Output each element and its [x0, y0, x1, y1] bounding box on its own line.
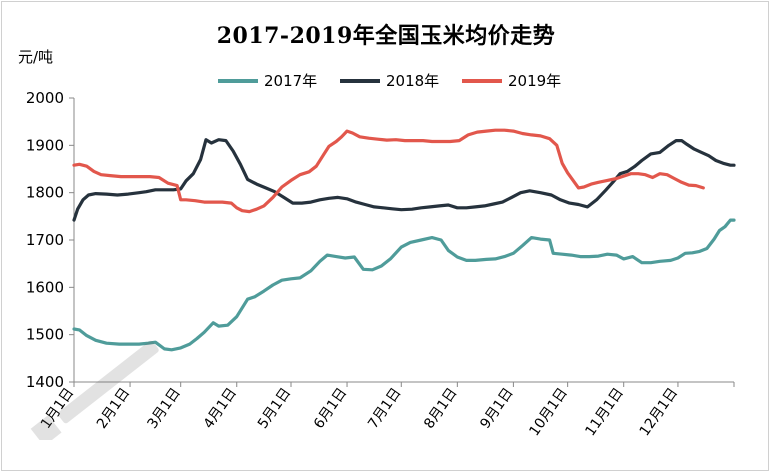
legend-label-2017: 2017年 — [264, 72, 318, 90]
x-tick-label-2: 3月1日 — [145, 385, 184, 432]
x-tick-label-9: 10月1日 — [526, 385, 571, 439]
x-tick-label-10: 11月1日 — [582, 385, 627, 439]
series-line-2017年 — [72, 218, 736, 352]
x-tick-label-8: 9月1日 — [477, 385, 516, 432]
legend-swatch-2018 — [340, 78, 380, 83]
y-tick-label-1900: 1900 — [26, 136, 64, 154]
y-axis-label: 元/吨 — [18, 48, 54, 66]
x-tick-label-3: 4月1日 — [201, 385, 240, 432]
legend-label-2018: 2018年 — [386, 72, 440, 90]
x-tick-label-0: 1月1日 — [38, 385, 77, 432]
x-tick-label-4: 5月1日 — [255, 385, 294, 432]
x-tick-label-1: 2月1日 — [94, 385, 133, 432]
chart-title: 2017-2019年全国玉米均价走势 — [216, 23, 556, 49]
series-line-2018年 — [72, 138, 736, 222]
y-tick-label-1600: 1600 — [26, 278, 64, 296]
y-tick-label-1500: 1500 — [26, 326, 64, 344]
x-tick-label-6: 7月1日 — [365, 385, 404, 432]
legend-item-2019: 2019年 — [462, 70, 561, 91]
legend-swatch-2017 — [218, 78, 258, 83]
y-tick-label-2000: 2000 — [26, 89, 64, 107]
legend-item-2017: 2017年 — [218, 70, 317, 91]
legend-label-2019: 2019年 — [508, 72, 562, 90]
x-tick-label-11: 12月1日 — [637, 385, 682, 439]
x-tick-label-5: 6月1日 — [311, 385, 350, 432]
legend-swatch-2019 — [462, 78, 502, 83]
series-line-2019年 — [72, 128, 705, 214]
y-tick-label-1700: 1700 — [26, 231, 64, 249]
y-tick-label-1800: 1800 — [26, 184, 64, 202]
chart-legend: 2017年 2018年 2019年 — [0, 70, 772, 94]
legend-item-2018: 2018年 — [340, 70, 439, 91]
y-tick-label-1400: 1400 — [26, 373, 64, 391]
x-tick-label-7: 8月1日 — [421, 385, 460, 432]
